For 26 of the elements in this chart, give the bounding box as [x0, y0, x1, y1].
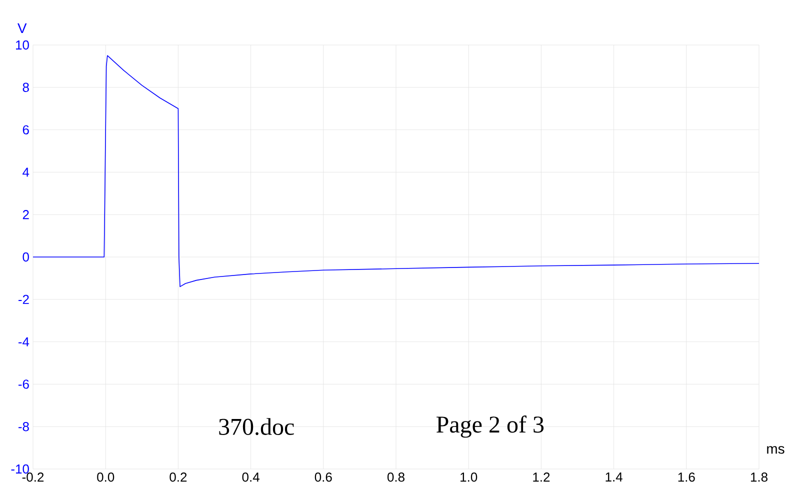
y-tick-label: -6 [18, 380, 29, 389]
x-tick-label: 0.8 [387, 472, 404, 482]
y-tick-label: -2 [18, 294, 29, 304]
y-tick-label: -10 [11, 464, 29, 474]
y-tick-label: 8 [22, 82, 29, 92]
y-axis-title: V [18, 23, 27, 33]
x-tick-label: 0.6 [314, 472, 332, 482]
annotation: Page 2 of 3 [436, 416, 544, 438]
x-axis-title: ms [767, 446, 784, 454]
x-tick-label: 0.0 [97, 472, 114, 482]
x-tick-label: 0.2 [170, 472, 187, 482]
y-tick-label: 4 [22, 168, 30, 177]
y-tick-label: 0 [22, 252, 29, 262]
y-tick-label: 2 [22, 210, 29, 220]
x-tick-label: 1.0 [460, 472, 478, 482]
x-tick-label: 1.2 [533, 472, 550, 482]
y-tick-label: 6 [22, 125, 29, 134]
y-tick-label: -8 [18, 422, 29, 432]
y-tick-label: -4 [18, 337, 30, 346]
y-tick-label: 10 [16, 40, 29, 50]
x-tick-label: -0.2 [22, 472, 44, 482]
x-tick-label: 1.8 [750, 472, 768, 482]
annotation: 370.doc [219, 418, 294, 436]
x-tick-label: 1.6 [678, 472, 695, 482]
x-tick-label: 1.4 [606, 472, 622, 482]
x-tick-label: 0.4 [242, 472, 260, 482]
